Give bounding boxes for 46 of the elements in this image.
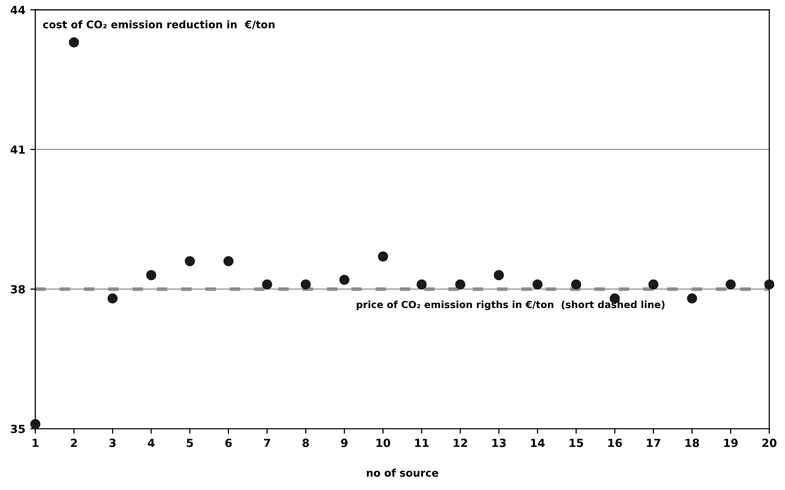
point: [686, 293, 698, 304]
x-tick-label: 2: [70, 438, 77, 447]
x-tick-label: 12: [454, 438, 468, 447]
x-tick-label: 7: [264, 438, 270, 447]
point: [571, 279, 582, 290]
y-tick-label: 41: [10, 146, 25, 154]
y-tick-label: 35: [10, 424, 25, 434]
x-tick-label: 1: [32, 438, 38, 447]
text: cost of CO₂ emission reduction in €/ton: [43, 20, 274, 30]
x-tick-label: 17: [646, 438, 660, 447]
point: [455, 279, 466, 290]
point: [184, 256, 195, 266]
x-tick-label: 16: [608, 438, 622, 448]
x-tick-label: 10: [376, 438, 390, 448]
point: [68, 37, 80, 48]
y-tick-label: 44: [10, 6, 26, 14]
point: [146, 270, 156, 280]
x-tick-label: 19: [724, 438, 738, 448]
point: [378, 251, 388, 262]
x-tick-label: 5: [186, 438, 193, 448]
point: [339, 274, 350, 285]
x-tick-label: 8: [302, 438, 309, 448]
point: [648, 279, 658, 290]
x-tick-label: 13: [492, 438, 506, 448]
point: [532, 279, 543, 290]
x-tick-label: 9: [341, 438, 348, 448]
x-tick-label: 4: [148, 438, 155, 447]
x-tick-label: 11: [415, 438, 429, 447]
point: [494, 270, 504, 280]
x-tick-label: 14: [531, 438, 545, 447]
point: [262, 279, 272, 290]
x-tick-label: 18: [686, 438, 700, 448]
point: [108, 293, 118, 304]
point: [764, 279, 774, 290]
point: [300, 279, 311, 290]
x-tick-label: 20: [762, 438, 776, 448]
point: [416, 279, 427, 290]
x-tick-label: 15: [570, 438, 584, 448]
point: [223, 256, 234, 266]
x-tick-label: 6: [225, 438, 232, 448]
x-tick-label: 3: [109, 438, 116, 448]
ref-line-label: price of CO₂ emission rigths in €/ton (short dashed line): [356, 300, 664, 310]
x-axis-title: no of source: [366, 468, 438, 477]
y-tick-label: 38: [10, 285, 25, 294]
point: [726, 279, 736, 290]
point: [30, 419, 40, 430]
